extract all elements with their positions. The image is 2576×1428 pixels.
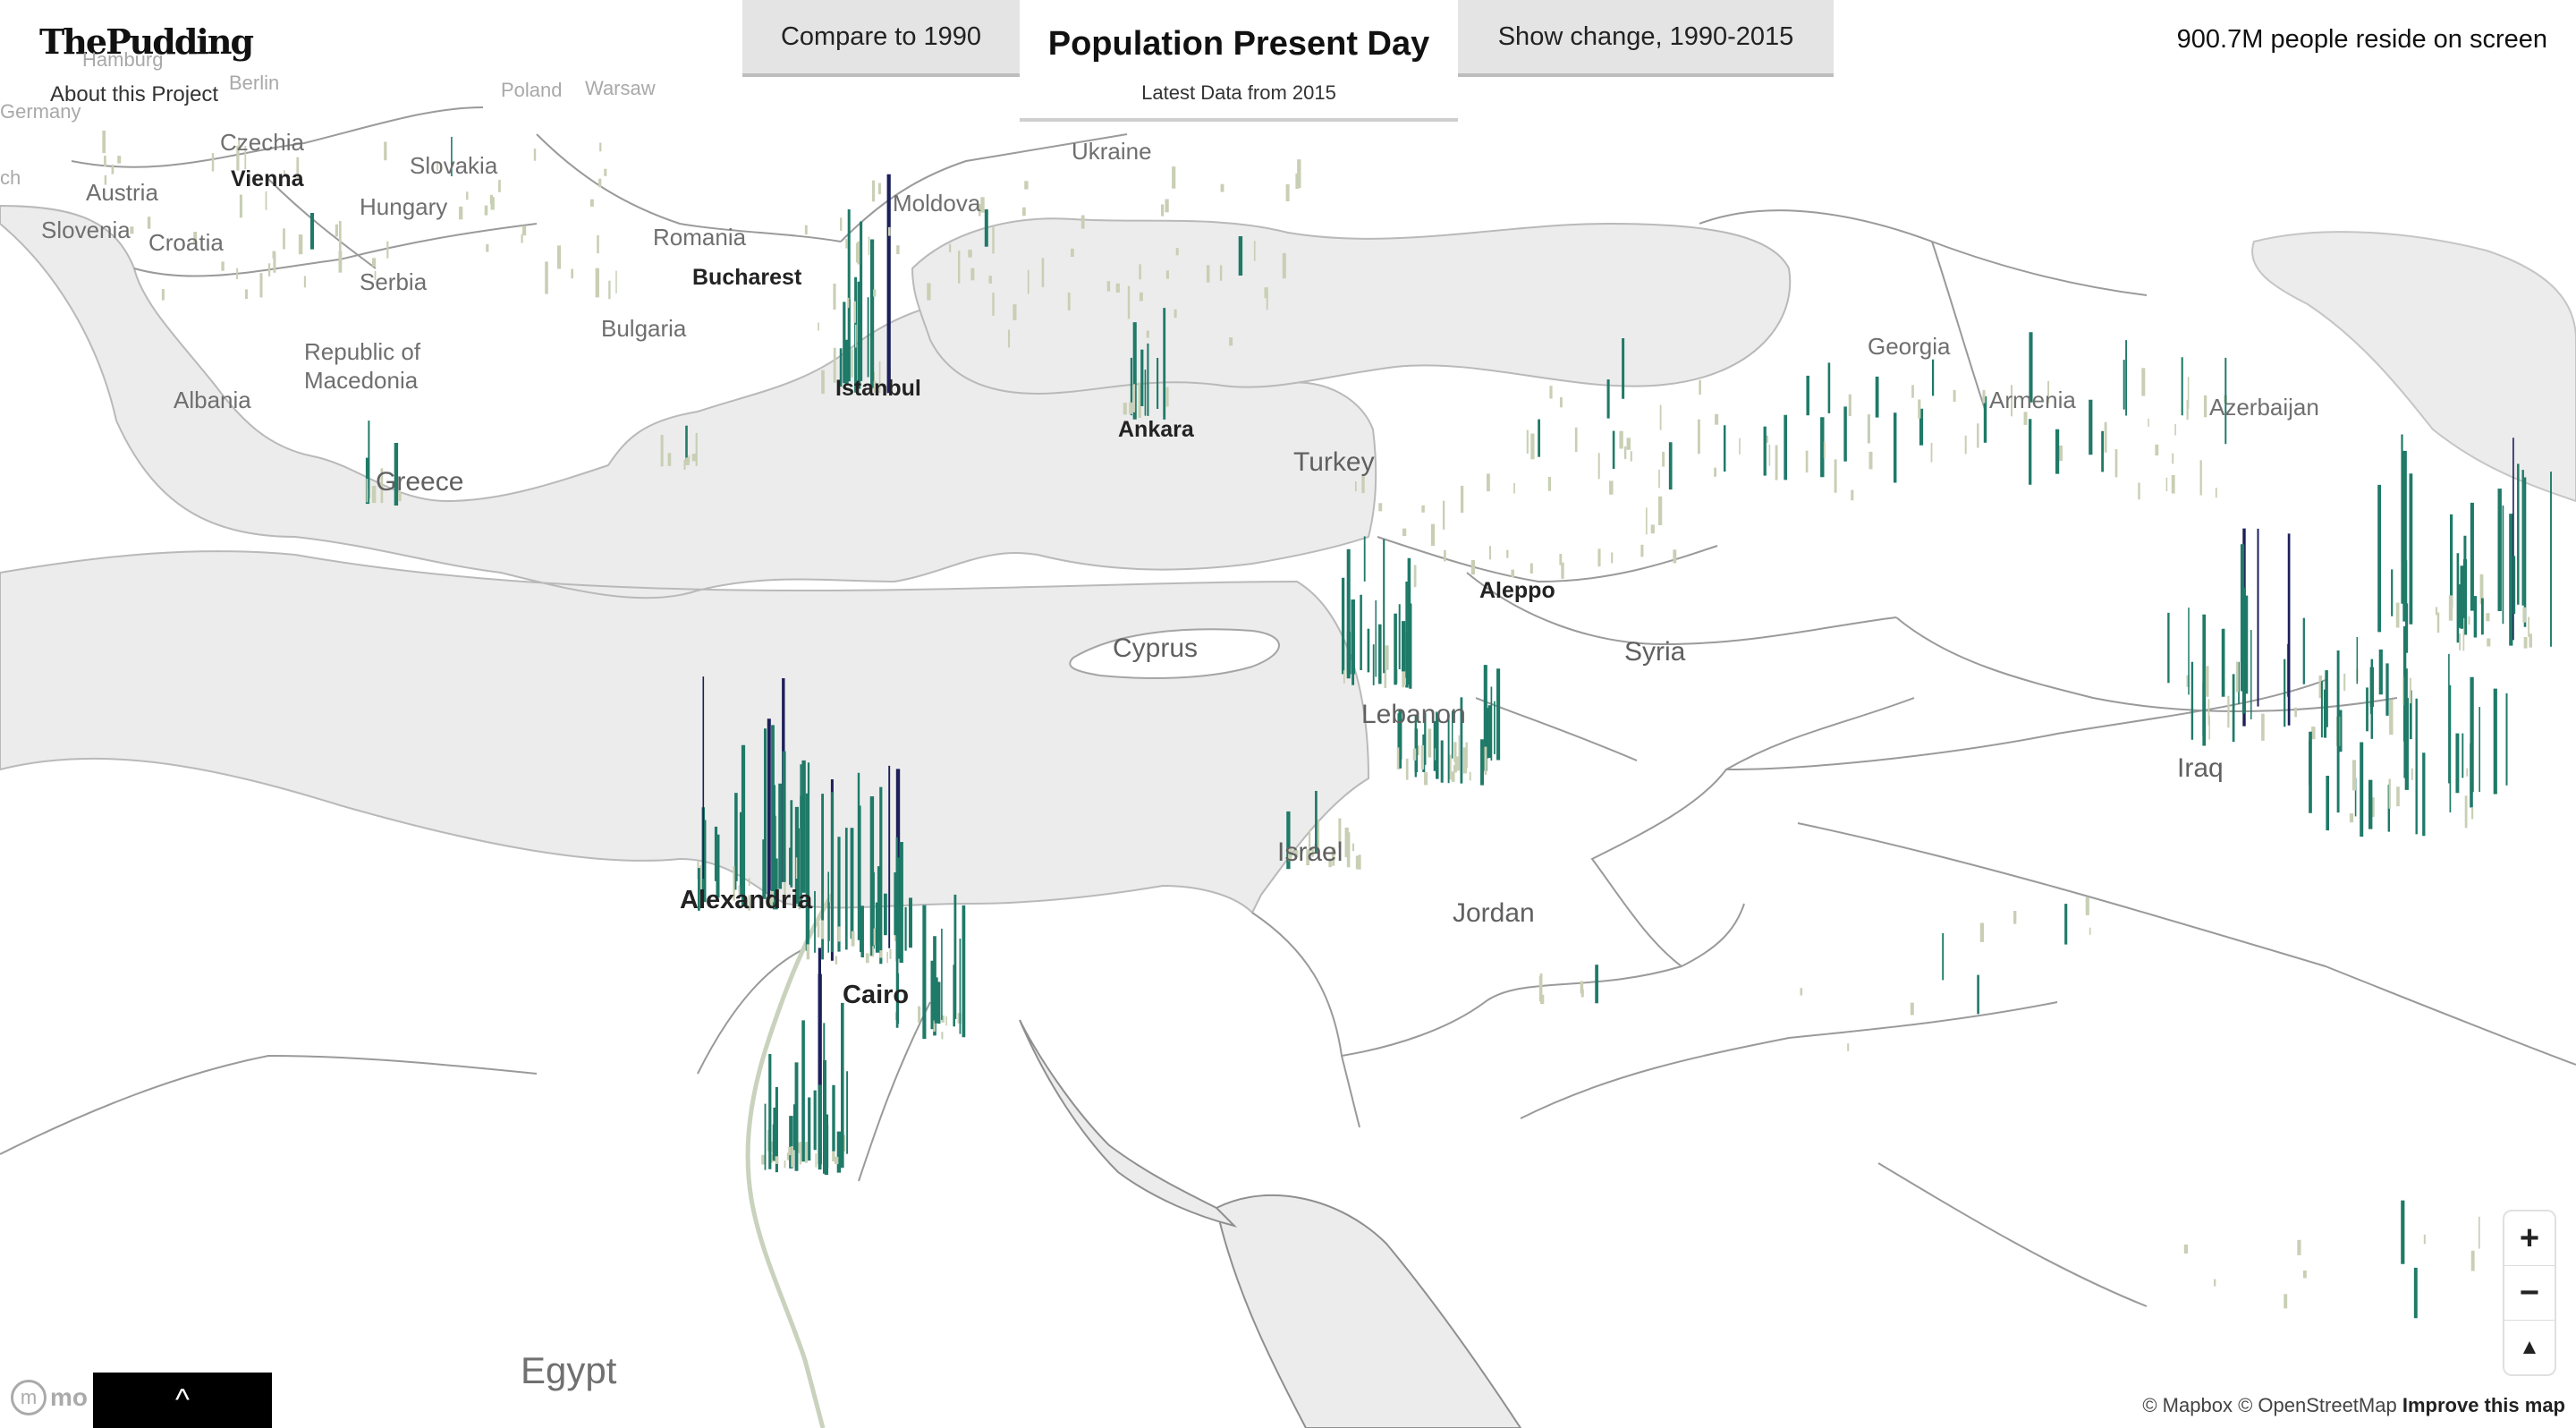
- label-ukraine: Ukraine: [1072, 138, 1152, 165]
- label-ankara: Ankara: [1118, 417, 1194, 442]
- label-croatia: Croatia: [148, 229, 224, 256]
- label-vienna: Vienna: [231, 166, 304, 191]
- chevron-up-icon: ^: [175, 1382, 190, 1417]
- label-iraq: Iraq: [2177, 753, 2224, 783]
- label-romania: Romania: [653, 224, 747, 251]
- mapbox-attribution-link[interactable]: © Mapbox: [2142, 1394, 2233, 1416]
- label-cyprus: Cyprus: [1113, 633, 1199, 663]
- label-hungary: Hungary: [360, 193, 448, 220]
- label-slovakia: Slovakia: [410, 152, 498, 179]
- label-austria: Austria: [86, 179, 158, 206]
- caspian-sea: [2251, 231, 2576, 503]
- label-lebanon: Lebanon: [1361, 700, 1466, 729]
- label-istanbul: Istanbul: [835, 376, 921, 401]
- label-bucharest: Bucharest: [692, 265, 802, 290]
- red-sea: [1215, 1194, 1522, 1428]
- gulf-of-suez: [1019, 1019, 1238, 1228]
- label-bulgaria: Bulgaria: [601, 315, 687, 342]
- compare-1990-tab[interactable]: Compare to 1990: [742, 0, 1020, 77]
- label-warsaw: Warsaw: [585, 77, 656, 99]
- compass-button[interactable]: ▲: [2519, 1335, 2540, 1359]
- label-israel: Israel: [1277, 837, 1343, 867]
- zoom-controls: + − ▲: [2504, 1211, 2555, 1374]
- mapbox-logo-icon[interactable]: m: [11, 1380, 47, 1415]
- panel-toggle-button[interactable]: ^: [93, 1373, 272, 1428]
- black-sea: [911, 217, 1792, 395]
- label-partial-ch: ch: [0, 166, 21, 189]
- latest-data-subtitle: Latest Data from 2015: [1141, 81, 1336, 104]
- label-jordan: Jordan: [1453, 898, 1535, 928]
- present-day-tab[interactable]: Population Present Day Latest Data from …: [1020, 0, 1458, 122]
- label-republic-of: Republic of: [304, 338, 421, 365]
- label-albania: Albania: [174, 387, 251, 413]
- nile-river: [745, 893, 835, 1428]
- people-count: 900.7M people reside on screen: [2176, 25, 2547, 54]
- cyprus-island: [1069, 628, 1280, 679]
- improve-map-link[interactable]: Improve this map: [2402, 1394, 2565, 1416]
- present-day-title: Population Present Day: [1047, 25, 1430, 63]
- label-macedonia: Macedonia: [304, 367, 419, 394]
- label-alexandria: Alexandria: [680, 886, 813, 914]
- label-moldova: Moldova: [893, 190, 981, 217]
- about-project-link[interactable]: About this Project: [50, 82, 219, 106]
- label-hamburg: Hamburg: [82, 48, 164, 71]
- label-czechia: Czechia: [220, 129, 304, 156]
- label-aleppo: Aleppo: [1479, 578, 1555, 603]
- pudding-logo[interactable]: ThePudding: [39, 21, 254, 62]
- label-cairo: Cairo: [843, 981, 910, 1009]
- show-change-tab[interactable]: Show change, 1990-2015: [1458, 0, 1834, 77]
- mapbox-logo-text: mo: [50, 1383, 88, 1411]
- population-spikes: [102, 130, 2552, 1319]
- osm-attribution-link[interactable]: © OpenStreetMap: [2238, 1394, 2397, 1416]
- attribution: © Mapbox © OpenStreetMap Improve this ma…: [2142, 1394, 2565, 1417]
- label-armenia: Armenia: [1989, 387, 2076, 413]
- label-germany: Germany: [0, 100, 81, 123]
- label-egypt: Egypt: [521, 1349, 617, 1391]
- label-serbia: Serbia: [360, 268, 428, 295]
- label-berlin: Berlin: [229, 72, 280, 94]
- label-poland: Poland: [501, 79, 563, 101]
- zoom-in-button[interactable]: +: [2504, 1211, 2555, 1266]
- label-syria: Syria: [1624, 637, 1686, 667]
- zoom-out-button[interactable]: −: [2504, 1266, 2555, 1321]
- country-borders: [0, 106, 2576, 1307]
- label-turkey: Turkey: [1293, 447, 1375, 477]
- label-azerbaijan: Azerbaijan: [2209, 394, 2319, 421]
- label-greece: Greece: [376, 467, 464, 497]
- label-georgia: Georgia: [1868, 333, 1951, 360]
- label-slovenia: Slovenia: [41, 217, 131, 243]
